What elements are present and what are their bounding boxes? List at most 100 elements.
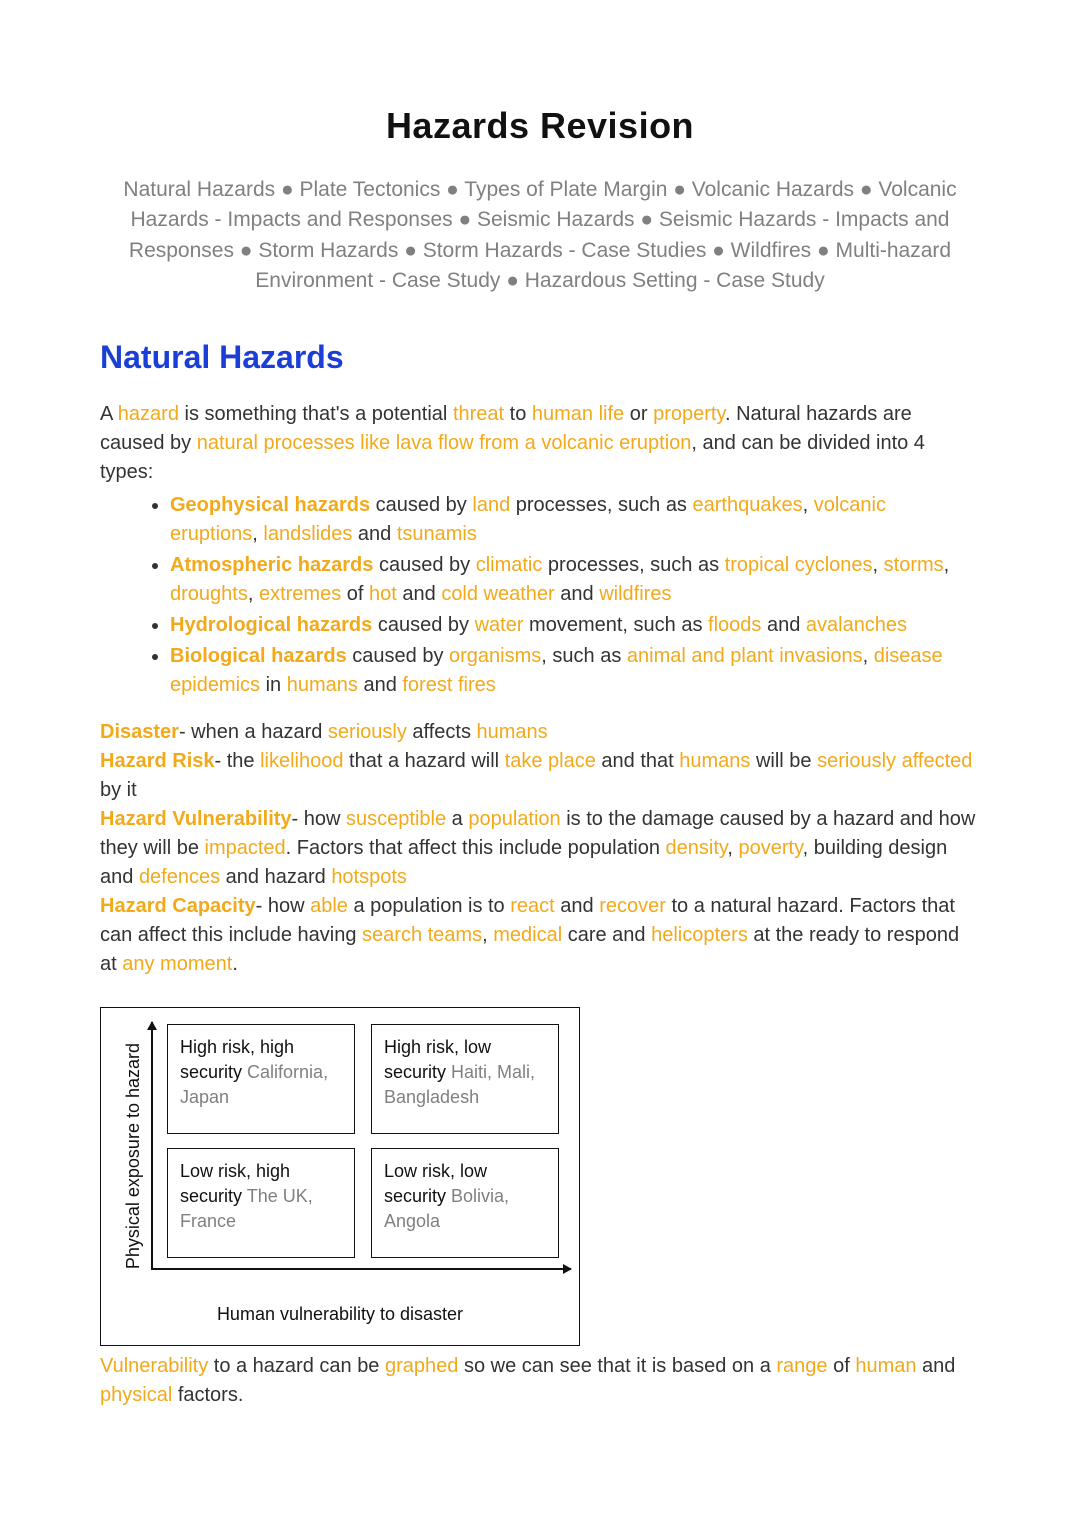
- quadrant-grid: High risk, high security California, Jap…: [151, 1022, 565, 1290]
- text: and: [397, 583, 441, 605]
- text: , such as: [541, 645, 627, 667]
- text: movement, such as: [523, 614, 708, 636]
- keyword: threat: [453, 403, 504, 425]
- text: ,: [803, 494, 814, 516]
- y-axis-line: [151, 1022, 153, 1270]
- keyword: droughts: [170, 583, 248, 605]
- text: and hazard: [220, 866, 331, 888]
- text: ,: [248, 583, 259, 605]
- keyword-bold: Geophysical hazards: [170, 494, 370, 516]
- keyword: defences: [139, 866, 220, 888]
- text: that a hazard will: [343, 750, 504, 772]
- keyword: poverty: [739, 837, 803, 859]
- keyword: forest fires: [402, 674, 495, 696]
- text: to: [504, 403, 532, 425]
- y-axis: Physical exposure to hazard: [115, 1022, 151, 1290]
- text: caused by: [370, 494, 472, 516]
- keyword: human: [855, 1355, 916, 1377]
- text: a: [446, 808, 468, 830]
- keyword: tsunamis: [397, 523, 477, 545]
- definitions-block: Disaster- when a hazard seriously affect…: [100, 718, 980, 979]
- text: - when a hazard: [179, 721, 328, 743]
- keyword: search teams: [362, 924, 482, 946]
- text: a population is to: [348, 895, 510, 917]
- text: and: [555, 583, 599, 605]
- text: ,: [252, 523, 263, 545]
- quadrant-cell: High risk, low security Haiti, Mali, Ban…: [371, 1024, 559, 1134]
- text: will be: [750, 750, 817, 772]
- text: so we can see that it is based on a: [458, 1355, 776, 1377]
- text: - the: [215, 750, 261, 772]
- text: care and: [562, 924, 651, 946]
- keyword: impacted: [205, 837, 286, 859]
- text: - how: [256, 895, 310, 917]
- text: .: [232, 953, 238, 975]
- chart-body: Physical exposure to hazard High risk, h…: [115, 1022, 565, 1290]
- text: ,: [482, 924, 493, 946]
- x-axis-line: [151, 1268, 571, 1270]
- text: or: [624, 403, 653, 425]
- keyword: any moment: [122, 953, 232, 975]
- text: and: [916, 1355, 955, 1377]
- hazard-type-list: Geophysical hazards caused by land proce…: [100, 491, 980, 700]
- term: Hazard Risk: [100, 750, 215, 772]
- keyword-bold: Atmospheric hazards: [170, 554, 373, 576]
- keyword: seriously: [328, 721, 407, 743]
- text: factors.: [172, 1384, 243, 1406]
- text: ,: [727, 837, 738, 859]
- keyword: medical: [493, 924, 562, 946]
- text: caused by: [372, 614, 474, 636]
- keyword: recover: [599, 895, 666, 917]
- page-title: Hazards Revision: [100, 105, 980, 147]
- document-page: Hazards Revision Natural Hazards ● Plate…: [0, 0, 1080, 1525]
- keyword-bold: Hydrological hazards: [170, 614, 372, 636]
- quadrant-cell: High risk, high security California, Jap…: [167, 1024, 355, 1134]
- x-axis-label: Human vulnerability to disaster: [115, 1304, 565, 1325]
- keyword: climatic: [476, 554, 543, 576]
- keyword: seriously affected: [817, 750, 972, 772]
- quadrant-cell: Low risk, high security The UK, France: [167, 1148, 355, 1258]
- keyword: landslides: [263, 523, 352, 545]
- keyword: organisms: [449, 645, 541, 667]
- term: Disaster: [100, 721, 179, 743]
- text: and: [358, 674, 402, 696]
- keyword: Vulnerability: [100, 1355, 208, 1377]
- text: affects: [407, 721, 477, 743]
- keyword-bold: Biological hazards: [170, 645, 347, 667]
- keyword: react: [510, 895, 554, 917]
- section-heading: Natural Hazards: [100, 339, 980, 376]
- text: caused by: [373, 554, 475, 576]
- text: to a hazard can be: [208, 1355, 385, 1377]
- text: - how: [292, 808, 346, 830]
- term: Hazard Vulnerability: [100, 808, 292, 830]
- keyword: extremes: [259, 583, 341, 605]
- keyword: property: [653, 403, 725, 425]
- keyword: likelihood: [260, 750, 343, 772]
- y-axis-label: Physical exposure to hazard: [123, 1043, 144, 1269]
- keyword: humans: [679, 750, 750, 772]
- keyword: human life: [532, 403, 624, 425]
- list-item: Atmospheric hazards caused by climatic p…: [170, 551, 980, 609]
- keyword: hot: [369, 583, 397, 605]
- quadrants: High risk, high security California, Jap…: [151, 1022, 565, 1290]
- keyword: floods: [708, 614, 761, 636]
- list-item: Geophysical hazards caused by land proce…: [170, 491, 980, 549]
- keyword: able: [310, 895, 348, 917]
- keyword: natural processes like lava flow from a …: [197, 432, 692, 454]
- topics-subtitle: Natural Hazards ● Plate Tectonics ● Type…: [100, 175, 980, 297]
- text: in: [260, 674, 287, 696]
- keyword: tropical cyclones: [725, 554, 873, 576]
- keyword: earthquakes: [693, 494, 803, 516]
- keyword: hotspots: [331, 866, 407, 888]
- text: processes, such as: [542, 554, 724, 576]
- keyword: physical: [100, 1384, 172, 1406]
- keyword: animal and plant invasions: [627, 645, 863, 667]
- keyword: storms: [884, 554, 944, 576]
- list-item: Biological hazards caused by organisms, …: [170, 642, 980, 700]
- keyword: take place: [505, 750, 596, 772]
- quadrant-cell: Low risk, low security Bolivia, Angola: [371, 1148, 559, 1258]
- text: and: [352, 523, 396, 545]
- keyword: hazard: [118, 403, 179, 425]
- text: caused by: [347, 645, 449, 667]
- keyword: land: [472, 494, 510, 516]
